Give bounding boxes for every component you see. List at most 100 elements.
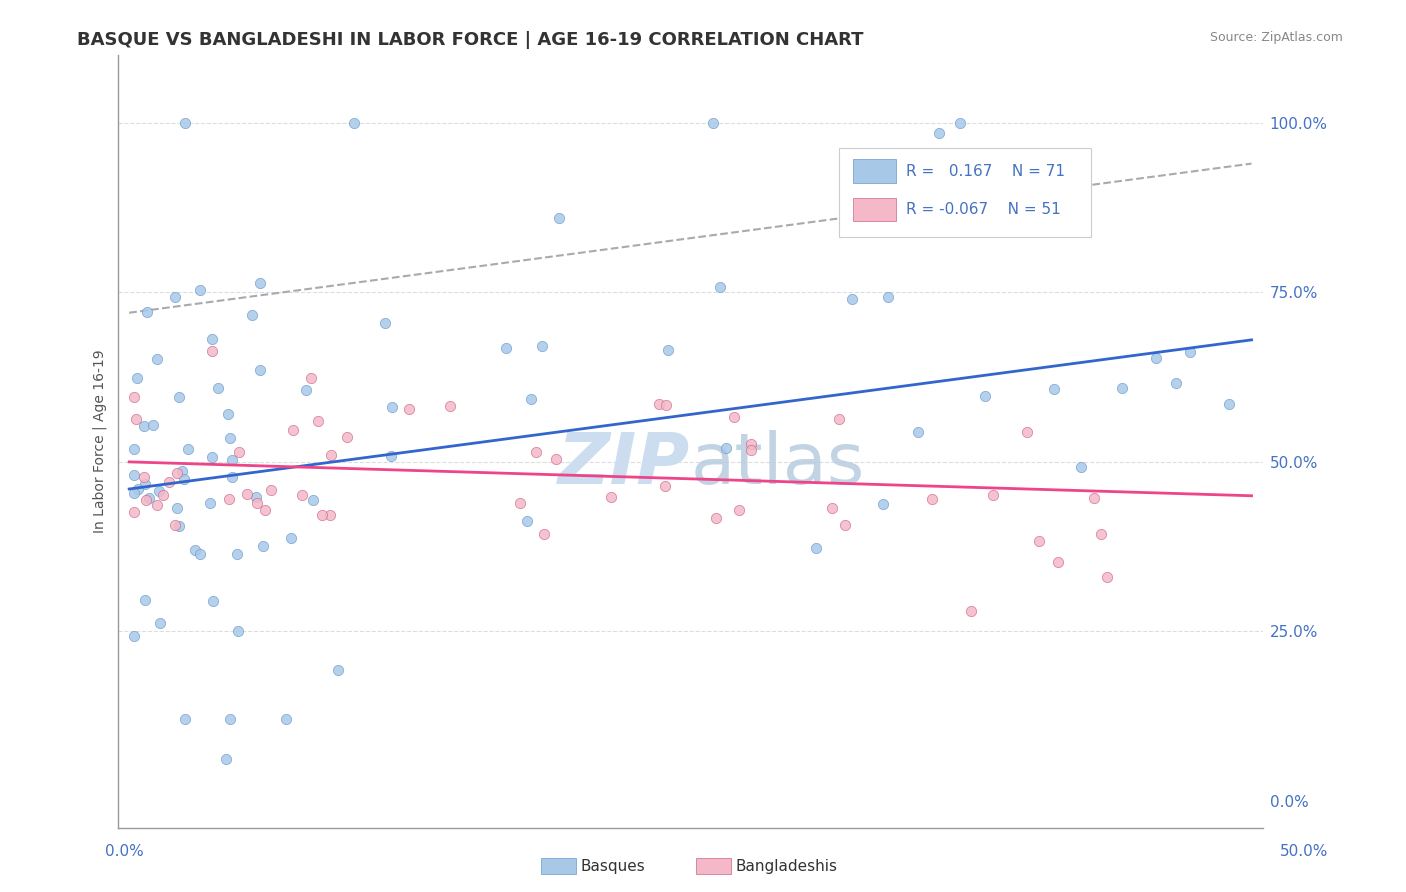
Point xyxy=(173,472,195,486)
Point xyxy=(516,515,538,529)
Point xyxy=(135,492,157,507)
Point xyxy=(142,418,165,433)
Point xyxy=(190,283,212,297)
Point xyxy=(319,508,342,522)
Point xyxy=(311,508,333,522)
Point xyxy=(1043,382,1066,396)
Point xyxy=(201,450,224,464)
Text: Bangladeshis: Bangladeshis xyxy=(735,859,838,873)
Point xyxy=(1070,460,1092,475)
Point xyxy=(343,116,366,130)
Point xyxy=(122,391,145,405)
Point xyxy=(740,442,762,457)
Point xyxy=(1180,345,1202,359)
Point xyxy=(821,501,844,516)
Point xyxy=(245,490,267,504)
Point xyxy=(1090,527,1112,541)
Bar xyxy=(853,198,897,221)
Point xyxy=(1083,491,1105,505)
Point xyxy=(276,713,298,727)
Point xyxy=(132,419,155,434)
Point xyxy=(221,470,243,484)
Point xyxy=(132,470,155,484)
Point xyxy=(122,467,145,482)
Point xyxy=(280,531,302,545)
Point xyxy=(219,431,242,445)
Point xyxy=(149,615,172,630)
Point xyxy=(226,547,249,561)
Point xyxy=(122,629,145,643)
Point xyxy=(706,511,728,525)
Point xyxy=(647,397,669,411)
Point xyxy=(841,293,863,307)
Point xyxy=(949,116,972,130)
Point xyxy=(166,500,188,515)
Point xyxy=(509,495,531,509)
Point xyxy=(184,542,207,557)
Point xyxy=(207,381,229,395)
Point xyxy=(249,363,271,377)
Point xyxy=(221,452,243,467)
Point xyxy=(253,503,276,517)
Point xyxy=(219,713,242,727)
Point xyxy=(336,430,359,444)
Point xyxy=(307,414,329,428)
Point xyxy=(547,211,569,225)
Point xyxy=(439,399,461,413)
Point xyxy=(728,502,751,516)
Point xyxy=(201,332,224,346)
Point xyxy=(157,475,180,489)
Point xyxy=(533,526,555,541)
Point xyxy=(236,487,259,501)
Point xyxy=(876,290,898,304)
Point xyxy=(520,392,543,406)
Point xyxy=(1144,351,1167,365)
Point xyxy=(145,499,167,513)
Point xyxy=(202,594,225,608)
Point xyxy=(530,339,553,353)
Point xyxy=(960,604,983,618)
Point xyxy=(167,390,190,404)
Text: Source: ZipAtlas.com: Source: ZipAtlas.com xyxy=(1209,31,1343,45)
Point xyxy=(709,280,731,294)
Point xyxy=(524,445,547,459)
Point xyxy=(152,488,174,502)
Point xyxy=(122,485,145,500)
Point xyxy=(981,488,1004,502)
Text: BASQUE VS BANGLADESHI IN LABOR FORCE | AGE 16-19 CORRELATION CHART: BASQUE VS BANGLADESHI IN LABOR FORCE | A… xyxy=(77,31,863,49)
Point xyxy=(302,492,325,507)
Point xyxy=(740,437,762,451)
Point xyxy=(657,343,679,358)
Point xyxy=(295,383,318,397)
Point xyxy=(299,371,322,385)
Point xyxy=(166,467,188,481)
Text: R =   0.167    N = 71: R = 0.167 N = 71 xyxy=(905,163,1064,178)
Point xyxy=(723,410,745,425)
Point xyxy=(1017,425,1039,439)
Text: R = -0.067    N = 51: R = -0.067 N = 51 xyxy=(905,202,1060,217)
Point xyxy=(218,492,240,507)
Point xyxy=(1164,376,1187,391)
Text: Basques: Basques xyxy=(581,859,645,873)
Point xyxy=(398,401,420,416)
Point xyxy=(374,316,396,330)
Text: 50.0%: 50.0% xyxy=(1281,845,1329,859)
Point xyxy=(249,277,271,291)
Bar xyxy=(839,148,1091,236)
Point xyxy=(228,444,250,458)
Point xyxy=(174,713,197,727)
Point xyxy=(281,423,304,437)
Point xyxy=(177,442,200,456)
Point xyxy=(240,308,263,322)
Point xyxy=(122,504,145,518)
Point xyxy=(163,290,186,304)
Y-axis label: In Labor Force | Age 16-19: In Labor Force | Age 16-19 xyxy=(93,350,107,533)
Text: ZIP: ZIP xyxy=(558,430,690,500)
Point xyxy=(188,547,211,561)
Point xyxy=(138,491,160,505)
Point xyxy=(146,351,169,366)
Point xyxy=(260,483,283,497)
Point xyxy=(124,412,146,426)
Point xyxy=(1046,555,1069,569)
Point xyxy=(714,441,737,455)
